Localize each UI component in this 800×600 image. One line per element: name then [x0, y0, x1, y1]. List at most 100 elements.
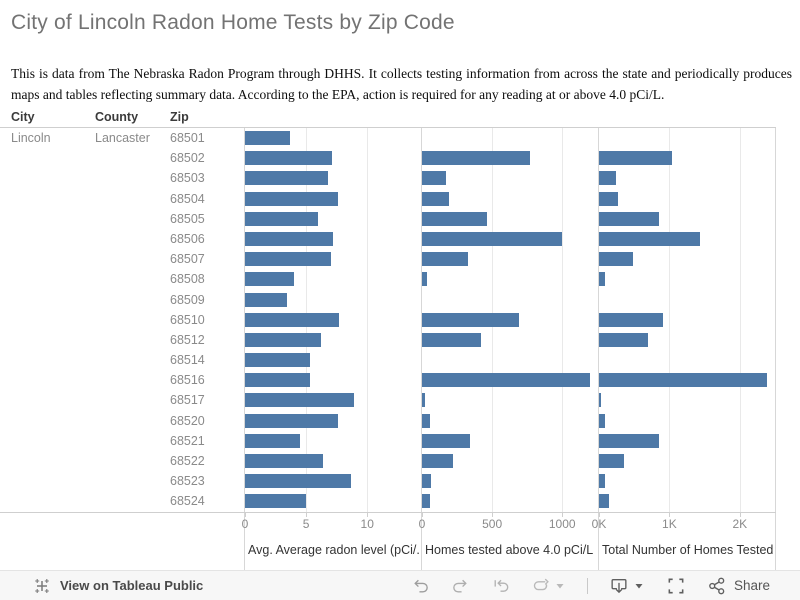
bar[interactable] — [245, 494, 307, 509]
bar[interactable] — [599, 474, 605, 489]
bar[interactable] — [599, 413, 605, 428]
bar[interactable] — [245, 393, 354, 408]
bar[interactable] — [245, 191, 338, 206]
city-cell[interactable] — [0, 330, 95, 350]
bar[interactable] — [422, 332, 481, 347]
bar[interactable] — [422, 272, 427, 287]
bar[interactable] — [599, 433, 659, 448]
bar[interactable] — [422, 373, 591, 388]
city-cell[interactable] — [0, 269, 95, 289]
zip-label[interactable]: 68509 — [170, 292, 205, 307]
bar[interactable] — [422, 474, 432, 489]
bar[interactable] — [422, 231, 563, 246]
bar[interactable] — [245, 332, 321, 347]
city-cell[interactable] — [0, 290, 95, 310]
redo-button[interactable] — [451, 576, 470, 595]
zip-label[interactable]: 68504 — [170, 191, 205, 206]
bar[interactable] — [422, 171, 446, 186]
county-cell[interactable] — [95, 269, 170, 289]
bar[interactable] — [422, 252, 468, 267]
bar[interactable] — [245, 433, 300, 448]
county-cell[interactable] — [95, 310, 170, 330]
bar[interactable] — [422, 454, 453, 468]
city-cell[interactable] — [0, 310, 95, 330]
bar[interactable] — [245, 151, 332, 166]
bar[interactable] — [599, 252, 634, 267]
bar[interactable] — [245, 454, 324, 468]
bar[interactable] — [599, 332, 648, 347]
city-cell[interactable] — [0, 390, 95, 410]
bar[interactable] — [422, 413, 430, 428]
zip-label[interactable]: 68506 — [170, 231, 205, 246]
zip-label[interactable]: 68503 — [170, 171, 205, 186]
city-cell[interactable] — [0, 411, 95, 431]
zip-label[interactable]: 68524 — [170, 494, 205, 509]
bar[interactable] — [245, 292, 287, 307]
zip-label[interactable]: 68522 — [170, 454, 205, 468]
bar[interactable] — [245, 474, 352, 489]
county-cell[interactable] — [95, 168, 170, 188]
county-cell[interactable] — [95, 471, 170, 491]
bar[interactable] — [599, 191, 618, 206]
bar[interactable] — [245, 413, 338, 428]
bar[interactable] — [599, 272, 605, 287]
bar[interactable] — [422, 393, 425, 408]
bar[interactable] — [245, 231, 333, 246]
bar[interactable] — [599, 231, 701, 246]
city-cell[interactable] — [0, 451, 95, 471]
zip-label[interactable]: 68502 — [170, 151, 205, 166]
zip-label[interactable]: 68512 — [170, 332, 205, 347]
zip-label[interactable]: 68523 — [170, 474, 205, 489]
bar[interactable] — [599, 171, 616, 186]
zip-label[interactable]: 68501 — [170, 131, 205, 145]
bar[interactable] — [245, 272, 294, 287]
zip-label[interactable]: 68521 — [170, 433, 205, 448]
bar[interactable] — [245, 353, 310, 368]
zip-label[interactable]: 68520 — [170, 413, 205, 428]
zip-label[interactable]: 68505 — [170, 211, 205, 226]
zip-label[interactable]: 68516 — [170, 373, 205, 388]
share-button[interactable]: Share — [707, 576, 770, 596]
city-cell[interactable] — [0, 148, 95, 168]
county-cell[interactable] — [95, 330, 170, 350]
city-cell[interactable] — [0, 229, 95, 249]
revert-button[interactable] — [491, 576, 510, 595]
bar[interactable] — [599, 373, 767, 388]
county-cell[interactable] — [95, 491, 170, 511]
county-cell[interactable] — [95, 451, 170, 471]
county-cell[interactable] — [95, 411, 170, 431]
county-cell[interactable] — [95, 431, 170, 451]
bar[interactable] — [422, 433, 470, 448]
bar[interactable] — [245, 373, 310, 388]
county-cell[interactable]: Lancaster — [95, 131, 150, 145]
view-on-tableau-public-link[interactable]: View on Tableau Public — [34, 578, 203, 594]
bar[interactable] — [599, 494, 609, 509]
zip-label[interactable]: 68510 — [170, 312, 205, 327]
county-cell[interactable] — [95, 148, 170, 168]
city-cell[interactable] — [0, 189, 95, 209]
undo-button[interactable] — [411, 576, 430, 595]
zip-label[interactable]: 68507 — [170, 252, 205, 267]
city-cell[interactable] — [0, 168, 95, 188]
bar[interactable] — [599, 312, 663, 327]
city-cell[interactable] — [0, 471, 95, 491]
bar[interactable] — [599, 454, 624, 468]
city-cell[interactable] — [0, 350, 95, 370]
county-cell[interactable] — [95, 189, 170, 209]
bar[interactable] — [245, 312, 340, 327]
city-cell[interactable]: Lincoln — [11, 131, 51, 145]
bar[interactable] — [422, 312, 519, 327]
refresh-caret-button[interactable] — [554, 580, 566, 592]
city-cell[interactable] — [0, 491, 95, 511]
county-cell[interactable] — [95, 209, 170, 229]
fullscreen-button[interactable] — [666, 576, 686, 596]
county-cell[interactable] — [95, 290, 170, 310]
city-cell[interactable] — [0, 249, 95, 269]
bar[interactable] — [422, 191, 449, 206]
city-cell[interactable] — [0, 431, 95, 451]
zip-label[interactable]: 68517 — [170, 393, 205, 408]
bar[interactable] — [422, 494, 430, 509]
bar[interactable] — [245, 171, 329, 186]
zip-label[interactable]: 68508 — [170, 272, 205, 287]
bar[interactable] — [245, 211, 319, 226]
